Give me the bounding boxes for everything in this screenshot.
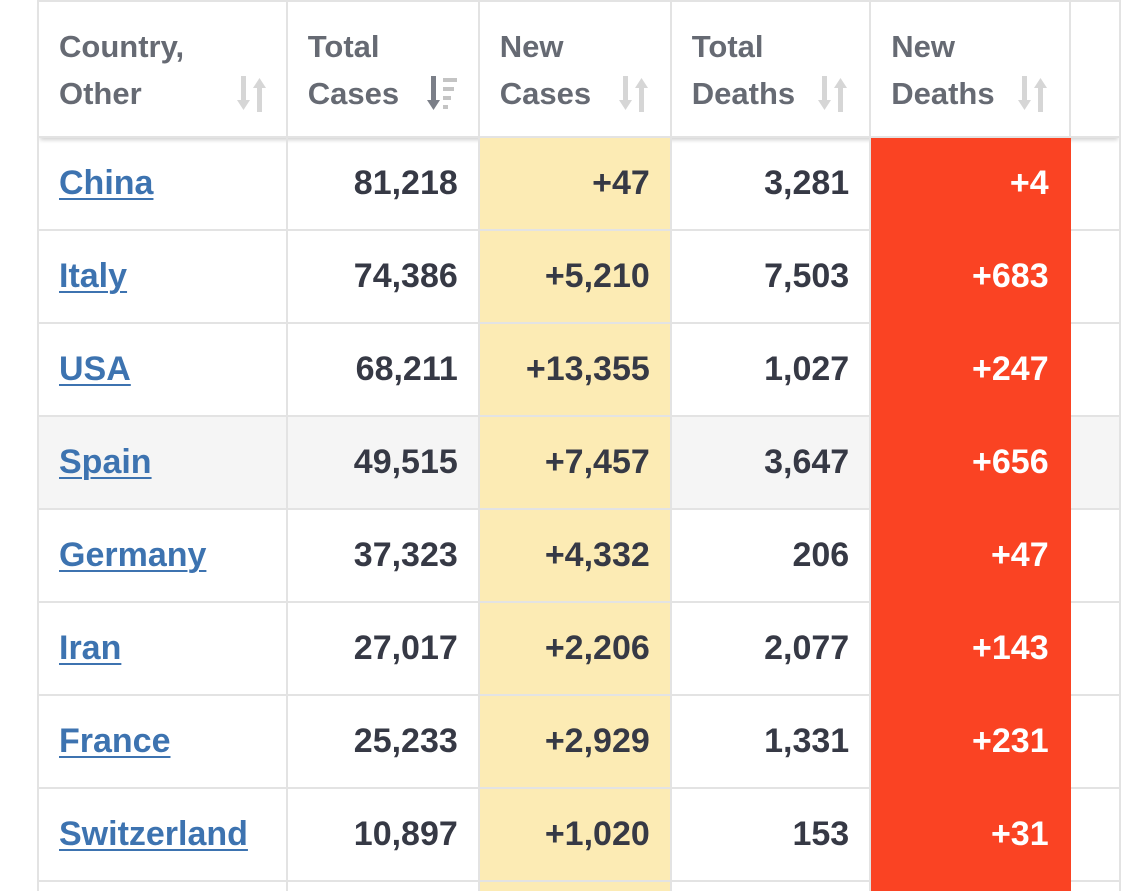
- new-cases-cell: +2,929: [477, 694, 672, 789]
- total-cases-cell: 10,897: [285, 787, 480, 882]
- country-cell: Iran: [37, 601, 288, 696]
- sort-unsorted-icon[interactable]: [817, 74, 849, 114]
- new-cases-cell: +1,020: [477, 787, 672, 882]
- new-deaths-cell: +4: [869, 136, 1071, 231]
- sort-unsorted-icon[interactable]: [1017, 74, 1049, 114]
- table-row: USA 68,211 +13,355 1,027 +247: [37, 322, 1121, 417]
- next-column-cell-clipped: [1068, 787, 1121, 882]
- table-header-row: Country, Other Total Cases New Cases: [37, 0, 1121, 138]
- header-total-deaths-label: Total Deaths: [691, 29, 796, 111]
- new-cases-cell: +47: [477, 136, 672, 231]
- country-link[interactable]: USA: [59, 350, 131, 388]
- total-deaths-cell: 2,077: [669, 601, 872, 696]
- table-row: Spain 49,515 +7,457 3,647 +656: [37, 415, 1121, 510]
- total-deaths-cell: 3,281: [669, 136, 872, 231]
- country-cell: USA: [37, 322, 288, 417]
- new-deaths-cell: +31: [869, 787, 1071, 882]
- next-column-cell-clipped: [1068, 508, 1121, 603]
- country-cell: France: [37, 694, 288, 789]
- country-link[interactable]: China: [59, 164, 154, 202]
- table-row: Iran 27,017 +2,206 2,077 +143: [37, 601, 1121, 696]
- sort-unsorted-icon[interactable]: [618, 74, 650, 114]
- country-link[interactable]: Spain: [59, 443, 152, 481]
- country-link[interactable]: Switzerland: [59, 815, 248, 853]
- clipped-cell: [669, 880, 872, 891]
- country-cell: Switzerland: [37, 787, 288, 882]
- header-country[interactable]: Country, Other: [37, 0, 288, 138]
- country-cell: Spain: [37, 415, 288, 510]
- country-link[interactable]: Iran: [59, 629, 122, 667]
- country-cell: Germany: [37, 508, 288, 603]
- header-next-column-clipped[interactable]: [1068, 0, 1121, 138]
- new-cases-cell: +4,332: [477, 508, 672, 603]
- table-row: China 81,218 +47 3,281 +4: [37, 136, 1121, 231]
- sort-unsorted-icon[interactable]: [236, 74, 268, 114]
- new-deaths-cell: +47: [869, 508, 1071, 603]
- total-deaths-cell: 1,027: [669, 322, 872, 417]
- next-column-cell-clipped: [1068, 694, 1121, 789]
- header-country-label: Country, Other: [59, 29, 185, 111]
- new-cases-cell: +13,355: [477, 322, 672, 417]
- clipped-cell: [869, 880, 1071, 891]
- next-column-cell-clipped: [1068, 229, 1121, 324]
- total-deaths-cell: 206: [669, 508, 872, 603]
- new-cases-cell: +5,210: [477, 229, 672, 324]
- new-deaths-cell: +683: [869, 229, 1071, 324]
- total-cases-cell: 68,211: [285, 322, 480, 417]
- clipped-cell: [37, 880, 288, 891]
- country-link[interactable]: Germany: [59, 536, 207, 574]
- covid-stats-table: Country, Other Total Cases New Cases: [37, 0, 1121, 891]
- next-column-cell-clipped: [1068, 322, 1121, 417]
- total-cases-cell: 37,323: [285, 508, 480, 603]
- table-row: Germany 37,323 +4,332 206 +47: [37, 508, 1121, 603]
- clipped-cell: [285, 880, 480, 891]
- total-cases-cell: 27,017: [285, 601, 480, 696]
- new-deaths-cell: +231: [869, 694, 1071, 789]
- country-link[interactable]: France: [59, 722, 171, 760]
- next-column-cell-clipped: [1068, 136, 1121, 231]
- country-cell: China: [37, 136, 288, 231]
- table-row: Switzerland 10,897 +1,020 153 +31: [37, 787, 1121, 882]
- header-total-cases[interactable]: Total Cases: [285, 0, 480, 138]
- next-column-cell-clipped: [1068, 601, 1121, 696]
- table-row: France 25,233 +2,929 1,331 +231: [37, 694, 1121, 789]
- header-new-cases-label: New Cases: [499, 29, 592, 111]
- next-column-cell-clipped: [1068, 415, 1121, 510]
- new-deaths-cell: +143: [869, 601, 1071, 696]
- new-cases-cell: +2,206: [477, 601, 672, 696]
- header-new-deaths[interactable]: New Deaths: [869, 0, 1071, 138]
- header-new-deaths-label: New Deaths: [891, 29, 995, 111]
- sort-descending-icon[interactable]: [426, 74, 458, 114]
- country-cell: Italy: [37, 229, 288, 324]
- header-total-cases-label: Total Cases: [307, 29, 400, 111]
- clipped-cell: [1068, 880, 1121, 891]
- country-link[interactable]: Italy: [59, 257, 128, 295]
- clipped-cell: [477, 880, 672, 891]
- new-deaths-cell: +247: [869, 322, 1071, 417]
- total-cases-cell: 25,233: [285, 694, 480, 789]
- header-new-cases[interactable]: New Cases: [477, 0, 672, 138]
- header-total-deaths[interactable]: Total Deaths: [669, 0, 872, 138]
- new-cases-cell: +7,457: [477, 415, 672, 510]
- total-cases-cell: 81,218: [285, 136, 480, 231]
- total-cases-cell: 74,386: [285, 229, 480, 324]
- total-deaths-cell: 153: [669, 787, 872, 882]
- new-deaths-cell: +656: [869, 415, 1071, 510]
- table-row: Italy 74,386 +5,210 7,503 +683: [37, 229, 1121, 324]
- total-deaths-cell: 1,331: [669, 694, 872, 789]
- table-row-clipped: [37, 880, 1121, 891]
- total-deaths-cell: 7,503: [669, 229, 872, 324]
- total-deaths-cell: 3,647: [669, 415, 872, 510]
- total-cases-cell: 49,515: [285, 415, 480, 510]
